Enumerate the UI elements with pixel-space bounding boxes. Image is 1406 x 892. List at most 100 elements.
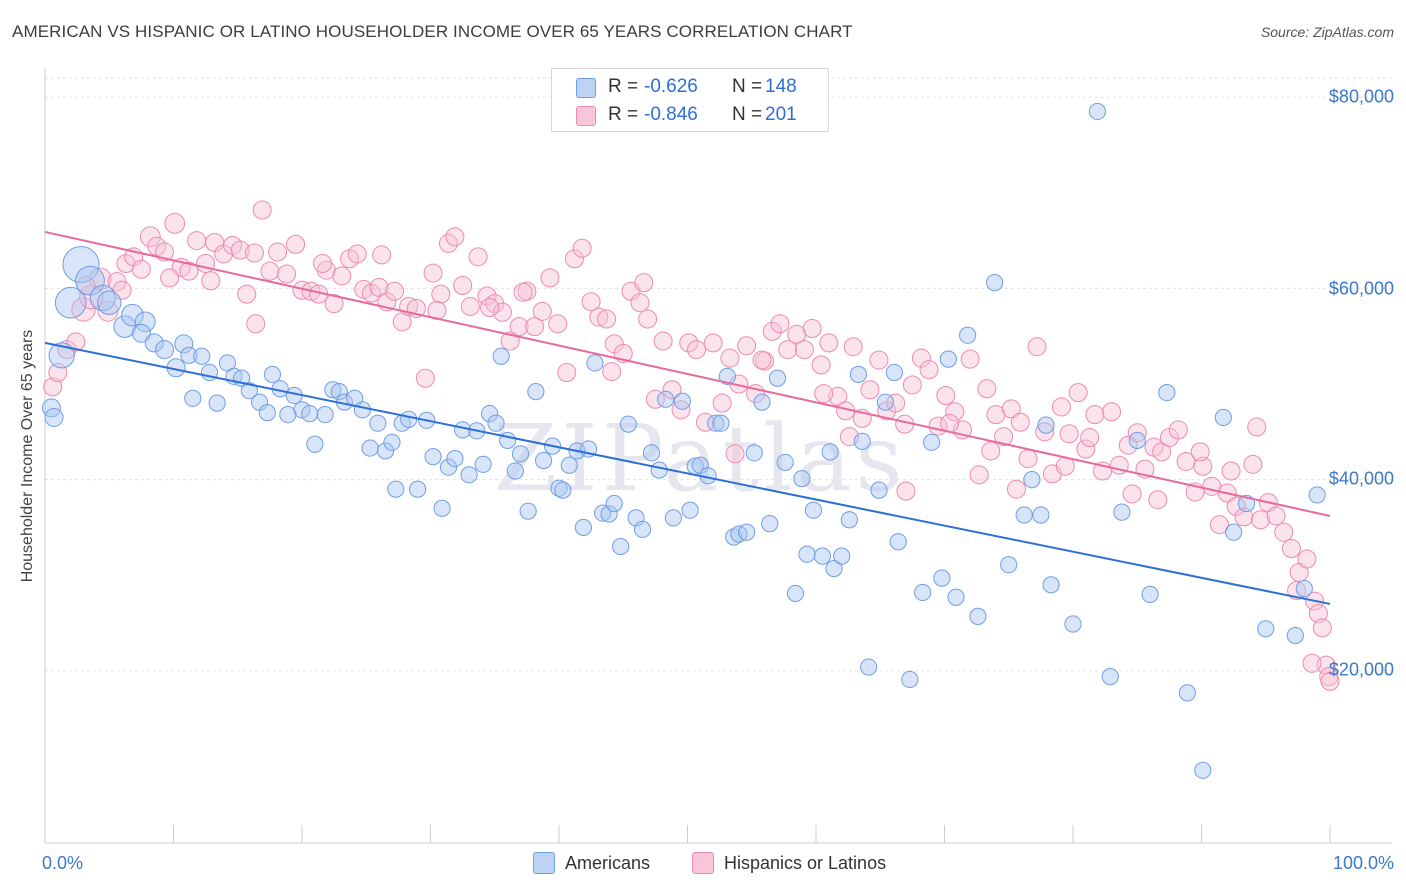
americans-point [914, 583, 932, 602]
americans-point [75, 265, 105, 296]
hispanics-point [277, 264, 297, 284]
hispanics-legend-swatch [692, 852, 714, 875]
americans-point [1023, 471, 1041, 489]
stats-row-hispanics: R = -0.846 N = 201 [552, 102, 828, 130]
x-tick-max: 100.0% [1332, 853, 1394, 873]
hispanics-point [246, 314, 266, 334]
americans-point [650, 461, 668, 479]
hispanics-point [1076, 439, 1096, 459]
hispanics-point [597, 309, 617, 329]
stats-box: R = -0.626 N = 148 R = -0.846 N = 201 [551, 68, 829, 132]
hispanics-point [977, 379, 997, 399]
hispanics-point [492, 302, 512, 322]
hispanics-point [468, 247, 488, 267]
americans-point [97, 290, 122, 315]
americans-point [876, 393, 894, 411]
americans-point [657, 390, 675, 408]
hispanics-point [460, 297, 480, 317]
hispanics-point [445, 227, 465, 247]
americans-point [48, 342, 75, 369]
americans-point [474, 455, 492, 473]
americans-point [387, 480, 405, 498]
hispanics-point [1274, 522, 1294, 542]
hispanics-point [1190, 442, 1210, 462]
hispanics-point [860, 380, 880, 400]
hispanics-point [814, 384, 834, 404]
hispanics-point [671, 400, 691, 420]
americans-point [361, 439, 379, 457]
hispanics-point [286, 234, 306, 254]
americans-point [409, 480, 427, 498]
hispanics-point [1035, 422, 1055, 442]
hispanics-point [564, 249, 584, 269]
americans-point [745, 444, 763, 462]
hispanics-point [960, 349, 980, 369]
americans-point [258, 404, 276, 422]
americans-point [939, 350, 957, 368]
legend-item-americans[interactable]: Americans [533, 852, 650, 876]
americans-point [642, 444, 661, 462]
legend-item-hispanics[interactable]: Hispanics or Latinos [692, 852, 886, 876]
americans-point [534, 451, 553, 470]
r-value: -0.626 [644, 76, 698, 97]
hispanics-point [480, 298, 500, 317]
hispanics-point [268, 242, 288, 262]
hispanics-point [1018, 449, 1038, 469]
n-label: N = [732, 76, 763, 97]
hispanics-point [1251, 510, 1271, 530]
americans-point [301, 405, 319, 423]
americans-point [193, 347, 211, 365]
hispanics-point [1234, 507, 1254, 527]
americans-point [424, 448, 442, 466]
hispanics-point [969, 465, 989, 485]
americans-point [554, 481, 572, 499]
hispanics-point [557, 363, 577, 383]
americans-point [664, 509, 682, 527]
americans-legend-swatch [533, 852, 555, 875]
americans-point [633, 520, 652, 538]
hispanics-point [638, 309, 658, 329]
americans-point [1088, 102, 1107, 121]
americans-point [353, 401, 371, 419]
hispanics-point [477, 286, 497, 306]
hispanics-point [811, 355, 831, 375]
hispanics-point [994, 427, 1014, 447]
americans-point [586, 354, 604, 372]
hispanics-point [919, 360, 939, 380]
americans-point [605, 494, 623, 513]
americans-point [481, 405, 499, 423]
americans-point [1042, 576, 1060, 594]
americans-point [901, 670, 919, 689]
americans-point [1141, 585, 1159, 603]
americans-point [324, 381, 342, 399]
hispanics-point [1247, 417, 1267, 437]
hispanics-point [902, 375, 922, 395]
americans-point [293, 401, 311, 419]
americans-point [833, 547, 851, 565]
hispanics-point [589, 307, 609, 327]
hispanics-point [679, 333, 699, 353]
americans-point [1194, 761, 1212, 779]
hispanics-point [1281, 538, 1301, 558]
americans-point [144, 333, 164, 353]
hispanics-point [525, 317, 545, 337]
hispanics-point [1168, 420, 1188, 440]
hispanics-point [1226, 496, 1246, 516]
americans-point [54, 286, 87, 319]
americans-point [594, 504, 612, 522]
hispanics-point [179, 261, 199, 281]
hispanics-point [712, 393, 732, 413]
hispanics-point [1010, 412, 1030, 432]
hispanics-point [896, 481, 916, 501]
americans-point [776, 453, 794, 472]
hispanics-point [1122, 484, 1142, 504]
americans-point [870, 481, 888, 499]
americans-point [933, 569, 951, 587]
hispanics-point [1059, 424, 1079, 444]
hispanics-point [662, 380, 682, 400]
hispanics-point [1148, 490, 1168, 510]
americans-point [798, 545, 816, 563]
hispanics-point [244, 243, 264, 263]
americans-point [821, 443, 839, 461]
